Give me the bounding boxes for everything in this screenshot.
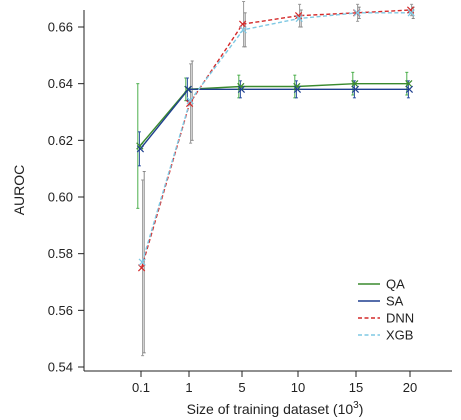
x-axis-title-close: ): [359, 401, 364, 417]
y-axis-title: AUROC: [11, 165, 27, 216]
xgb-series-line: [141, 12, 412, 263]
xgb-point: [138, 258, 146, 266]
sa-point: [237, 85, 246, 93]
y-tick-label: 0.66: [48, 20, 73, 35]
sa-point: [184, 85, 193, 93]
x-axis-title-exponent: 3: [353, 400, 359, 411]
x-tick-label: 5: [238, 380, 245, 395]
xgb-point: [407, 9, 415, 17]
dnn-series-line: [140, 9, 411, 269]
error-bars: [136, 0, 415, 357]
legend-label-xgb: XGB: [386, 328, 413, 343]
y-tick-label: 0.54: [48, 360, 73, 375]
series-markers: [136, 6, 415, 272]
series-lines: [139, 9, 412, 269]
x-ticks: 0.1 1 5 10 15 20: [132, 371, 417, 395]
legend-label-sa: SA: [386, 294, 404, 309]
x-tick-label: 15: [349, 380, 363, 395]
legend-label-dnn: DNN: [386, 311, 414, 326]
xgb-point: [239, 26, 247, 34]
xgb-point: [353, 9, 361, 17]
y-tick-label: 0.58: [48, 246, 73, 261]
x-tick-label: 0.1: [132, 380, 150, 395]
y-tick-label: 0.62: [48, 133, 73, 148]
x-tick-label: 20: [403, 380, 417, 395]
xgb-point: [295, 14, 303, 23]
y-tick-label: 0.60: [48, 190, 73, 205]
x-axis-title: Size of training dataset (103): [187, 400, 364, 417]
legend-label-qa: QA: [386, 277, 405, 292]
sa-point: [293, 85, 302, 93]
sa-series-line: [139, 88, 410, 150]
qa-series-line: [139, 82, 409, 147]
y-tick-label: 0.64: [48, 76, 73, 91]
sa-point: [136, 145, 145, 153]
x-tick-label: 1: [185, 380, 192, 395]
y-ticks: 0.54 0.56 0.58 0.60 0.62 0.64 0.66: [48, 20, 84, 375]
legend: QA SA DNN XGB: [358, 277, 414, 343]
sa-point: [351, 85, 360, 93]
x-tick-label: 10: [291, 380, 305, 395]
sa-point: [405, 85, 414, 93]
y-tick-label: 0.56: [48, 303, 73, 318]
xgb-point: [186, 97, 194, 105]
